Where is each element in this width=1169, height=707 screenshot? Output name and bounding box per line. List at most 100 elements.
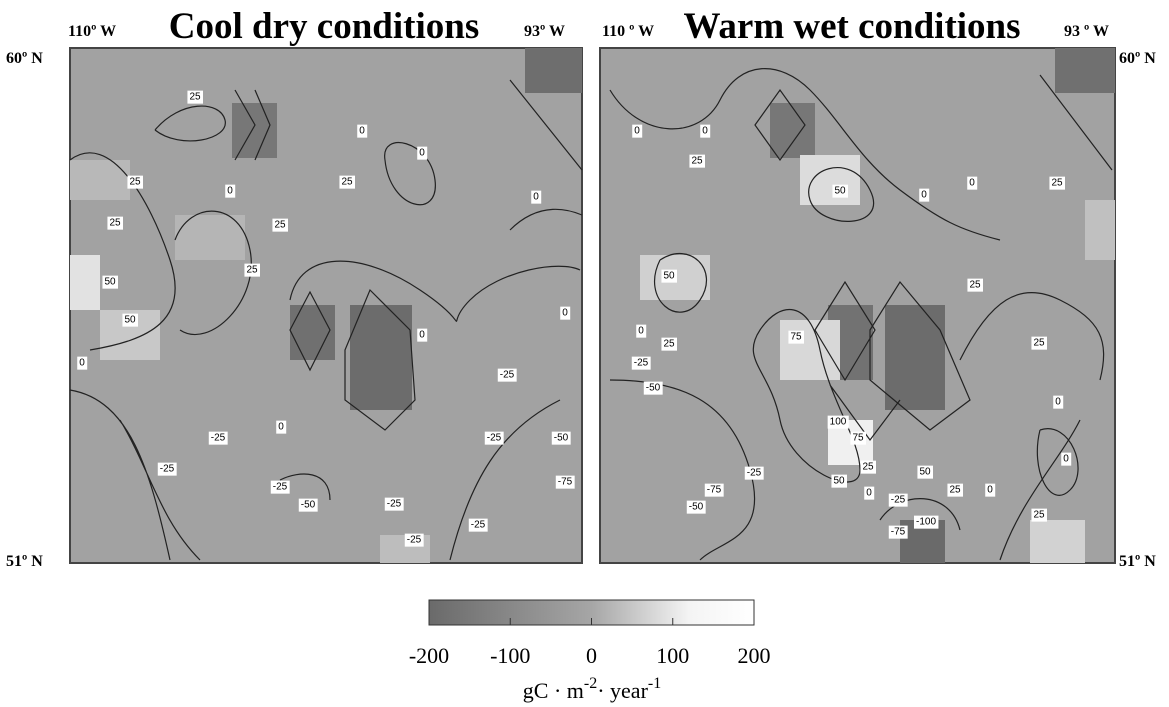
- contour-label: 25: [969, 280, 981, 291]
- contour-label-box: [339, 175, 355, 189]
- contour-label: -75: [891, 527, 906, 538]
- contour-label: 50: [833, 476, 845, 487]
- contour-label: -50: [554, 433, 569, 444]
- contour-label-box: [551, 431, 571, 445]
- contour-label: 0: [278, 422, 284, 433]
- contour-label: -25: [387, 499, 402, 510]
- colorbar-ticks: -200 -100 0 100 200: [409, 618, 771, 668]
- contour-label: 0: [969, 178, 975, 189]
- contour-label: 0: [79, 358, 85, 369]
- contour-label-box: [686, 500, 706, 514]
- contour-label: 25: [189, 92, 201, 103]
- contour-label-box: [225, 184, 236, 198]
- contour-label: 50: [104, 277, 116, 288]
- contour-label-box: [917, 465, 933, 479]
- contour-label-box: [689, 154, 705, 168]
- contour-label-box: [1061, 452, 1072, 466]
- contour-label-box: [831, 474, 847, 488]
- contour-label-box: [484, 431, 504, 445]
- contour-label-box: [864, 486, 875, 500]
- contour-label-box: [919, 188, 930, 202]
- colorbar-tick-label: -200: [409, 643, 449, 668]
- contour-label-box: [661, 337, 677, 351]
- unit: -1: [648, 675, 661, 692]
- contour-label: -75: [707, 485, 722, 496]
- contour-label: 50: [663, 271, 675, 282]
- contour-label-box: [208, 431, 228, 445]
- contour-label: -25: [407, 535, 422, 546]
- contour-label: -50: [689, 502, 704, 513]
- contour-label: 0: [419, 330, 425, 341]
- map-cell: [232, 103, 277, 158]
- colorbar-tick-label: 100: [656, 643, 689, 668]
- contour-label: -50: [646, 383, 661, 394]
- map-cell: [1085, 200, 1115, 260]
- map-cell: [350, 305, 412, 410]
- lat-label: 51º N: [6, 553, 43, 570]
- contour-label: 25: [246, 265, 258, 276]
- contour-label: 0: [227, 186, 233, 197]
- contour-label-box: [127, 175, 143, 189]
- panel-title: Warm wet conditions: [683, 6, 1020, 47]
- lat-label: 60º N: [1119, 50, 1156, 67]
- contour-label: 0: [702, 126, 708, 137]
- contour-label: 0: [562, 308, 568, 319]
- contour-label: -50: [301, 500, 316, 511]
- map-cell: [780, 320, 840, 380]
- map-cell: [1055, 48, 1115, 93]
- lon-label: 110º W: [68, 23, 116, 40]
- contour-label-box: [404, 533, 424, 547]
- contour-label-box: [1049, 176, 1065, 190]
- contour-label-box: [417, 328, 428, 342]
- contour-label-box: [102, 275, 118, 289]
- colorbar-label: gC · m-2· year-1: [523, 675, 661, 703]
- contour-label-box: [700, 124, 711, 138]
- contour-label-box: [832, 184, 848, 198]
- contour-label-box: [77, 356, 88, 370]
- map-cell: [800, 155, 860, 205]
- contour-label: -25: [487, 433, 502, 444]
- lon-label: 110 º W: [602, 23, 654, 40]
- contour-label-box: [187, 90, 203, 104]
- contour-label-box: [636, 324, 647, 338]
- contour-label: 0: [866, 488, 872, 499]
- contour-label-box: [497, 368, 517, 382]
- contour-label: 0: [638, 326, 644, 337]
- contour-label: -75: [558, 477, 573, 488]
- map-cell: [70, 160, 130, 200]
- lon-label: 93 º W: [1064, 23, 1109, 40]
- map-cell: [1030, 520, 1085, 563]
- contour-label-box: [632, 124, 643, 138]
- contour-label: 0: [987, 485, 993, 496]
- contour-label-box: [298, 498, 318, 512]
- contour-label: 0: [359, 126, 365, 137]
- contour-label-box: [850, 431, 866, 445]
- contour-label-box: [107, 216, 123, 230]
- contour-label: -25: [273, 482, 288, 493]
- map-cell: [290, 305, 335, 360]
- contour-label: 75: [790, 332, 802, 343]
- contour-label-box: [985, 483, 996, 497]
- contour-label: 0: [419, 148, 425, 159]
- contour-label-box: [788, 330, 804, 344]
- map-cell: [885, 305, 945, 410]
- contour-line: [609, 68, 1113, 561]
- contour-label-box: [661, 269, 677, 283]
- contour-label-box: [967, 278, 983, 292]
- contour-label-box: [531, 190, 542, 204]
- contour-label: -25: [211, 433, 226, 444]
- contour-label: -25: [747, 468, 762, 479]
- map-cell: [70, 255, 100, 310]
- contour-label-box: [947, 483, 963, 497]
- contour-label: 25: [1033, 338, 1045, 349]
- contour-label-box: [631, 356, 651, 370]
- contour-label: -100: [916, 517, 936, 528]
- contour-label-box: [244, 263, 260, 277]
- unit: -2: [584, 675, 597, 692]
- contour-label: 50: [919, 467, 931, 478]
- map-cell: [770, 103, 815, 158]
- contour-label-box: [967, 176, 978, 190]
- lon-label: 93º W: [524, 23, 565, 40]
- contour-label: 0: [634, 126, 640, 137]
